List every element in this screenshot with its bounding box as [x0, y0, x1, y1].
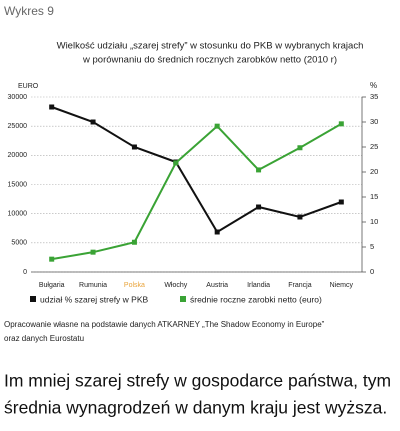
point [297, 214, 303, 220]
point [256, 167, 262, 173]
point [214, 229, 220, 235]
series-line [51, 106, 342, 234]
point [173, 160, 179, 166]
x-tick-label: Niemcy [330, 282, 354, 289]
y2-tick-label: 0 [370, 267, 374, 276]
x-tick-label: Włochy [164, 282, 187, 289]
y-tick-label: 5000 [11, 240, 27, 247]
y-tick-label: 30000 [8, 94, 28, 101]
y2-tick-label: 15 [370, 192, 378, 201]
caption: średnia wynagrodzeń w danym kraju jest w… [4, 398, 387, 418]
x-tick-label: Polska [124, 282, 145, 289]
x-tick-label: Rumunia [79, 282, 107, 289]
point [214, 123, 220, 129]
point [49, 104, 55, 110]
header: Wykres 9 [4, 4, 54, 18]
source: Opracowanie własne na podstawie danych A… [4, 320, 325, 329]
y2-axis-label: % [370, 81, 377, 90]
caption: Im mniej szarej strefy w gospodarce pańs… [4, 371, 391, 391]
point [131, 144, 137, 150]
y2-tick-label: 30 [370, 117, 378, 126]
y2-tick-label: 5 [370, 242, 374, 251]
y-tick-label: 25000 [8, 123, 28, 130]
source: oraz danych Eurostatu [4, 334, 84, 343]
y2-tick-label: 25 [370, 142, 378, 151]
y-tick-label: 0 [23, 269, 27, 276]
y-tick-label: 20000 [8, 152, 28, 159]
point [256, 204, 262, 210]
chart-title: w porównaniu do średnich rocznych zarobk… [82, 55, 337, 66]
point [338, 199, 344, 205]
legend-swatch [30, 296, 36, 302]
y-axis-label: EURO [18, 83, 39, 90]
legend-swatch [180, 296, 186, 302]
y2-tick-label: 35 [370, 92, 378, 101]
x-tick-label: Bułgaria [39, 282, 65, 289]
y-tick-label: 10000 [8, 211, 28, 218]
chart-title: Wielkość udziału „szarej strefy” w stosu… [57, 41, 364, 52]
point [338, 121, 344, 127]
x-tick-label: Francja [288, 282, 311, 289]
series-line [51, 122, 342, 261]
point [90, 249, 96, 255]
point [297, 145, 303, 151]
y2-tick-label: 20 [370, 167, 378, 176]
point [90, 119, 96, 125]
x-tick-label: Austria [206, 282, 228, 289]
y-tick-label: 15000 [8, 181, 28, 188]
point [131, 239, 137, 245]
point [49, 256, 55, 262]
x-tick-label: Irlandia [247, 282, 270, 289]
legend-label: średnie roczne zarobki netto (euro) [190, 294, 322, 304]
legend-label: udział % szarej strefy w PKB [40, 294, 149, 304]
y2-tick-label: 10 [370, 217, 378, 226]
